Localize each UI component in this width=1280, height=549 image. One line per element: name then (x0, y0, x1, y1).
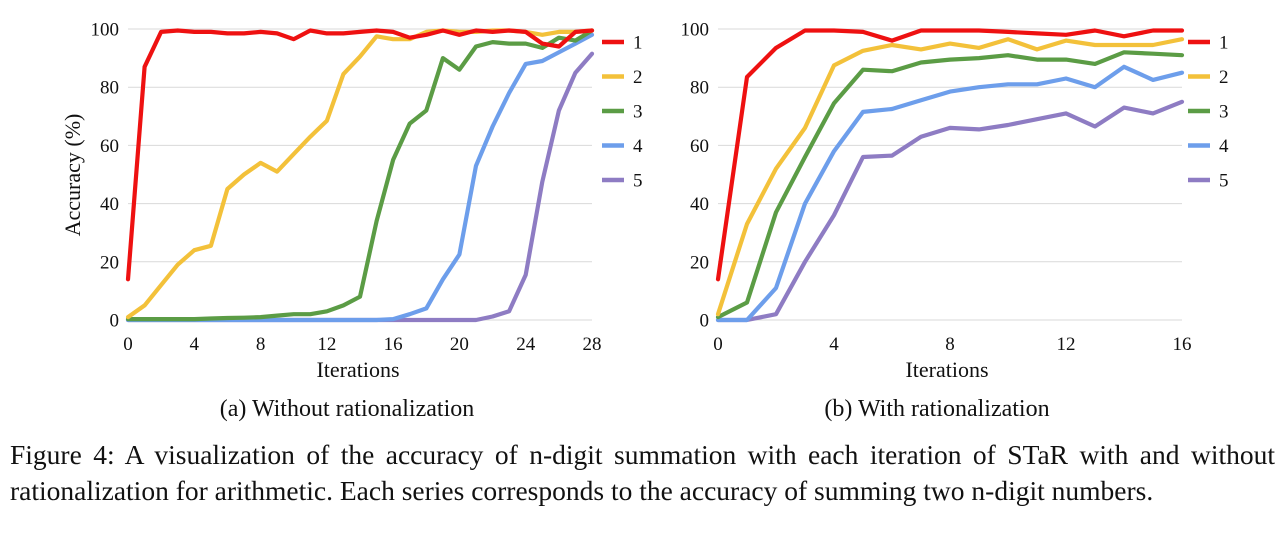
chart-b-series-1-line (715, 28, 1185, 282)
chart-b-series-5-line (715, 99, 1185, 323)
chart-a-xlabel: Iterations (316, 357, 399, 382)
chart-a-legend-label-3: 3 (633, 102, 643, 123)
chart-a-xtick-label: 20 (450, 334, 469, 355)
chart-a-legend-label-5: 5 (633, 171, 643, 192)
chart-b-xtick-label: 16 (1173, 334, 1192, 355)
chart-b-xtick-label: 12 (1057, 334, 1076, 355)
chart-b-ytick-label: 40 (690, 194, 709, 215)
caption-line-3: n-digit numbers. (971, 475, 1154, 506)
chart-b-legend-label-4: 4 (1219, 136, 1229, 157)
chart-b-legend-label-3: 3 (1219, 102, 1229, 123)
chart-b-xlabel: Iterations (905, 357, 988, 382)
chart-b-series-3-line (715, 50, 1185, 320)
chart-a-xtick-label: 0 (123, 334, 133, 355)
chart-a-ytick-label: 80 (100, 78, 119, 99)
chart-b-xtick-label: 8 (945, 334, 955, 355)
chart-b-legend-label-1: 1 (1219, 33, 1229, 54)
chart-b-xtick-label: 4 (829, 334, 839, 355)
chart-b-legend-label-5: 5 (1219, 171, 1229, 192)
caption-line-2: and without rationalization for arithmet… (10, 439, 1275, 506)
chart-a-legend-label-2: 2 (633, 67, 643, 88)
chart-a-ytick-label: 40 (100, 194, 119, 215)
chart-a-ytick-label: 100 (91, 20, 120, 41)
chart-without-rationalization: Accuracy (%) Iterations (a) Without rati… (60, 20, 643, 423)
chart-a-legend-label-4: 4 (633, 136, 643, 157)
chart-a-ylabel: Accuracy (%) (60, 114, 85, 237)
chart-b-series-2-line (715, 37, 1185, 317)
chart-with-rationalization: Iterations (b) With rationalization 0204… (681, 20, 1230, 423)
chart-b-caption: (b) With rationalization (824, 396, 1049, 422)
chart-a-xtick-label: 16 (384, 334, 403, 355)
chart-a-series-3-line (125, 28, 595, 322)
chart-b-ytick-label: 100 (681, 20, 710, 41)
chart-a-series-5-line (125, 51, 595, 323)
figure-caption: Figure 4: A visualization of the accurac… (10, 437, 1275, 509)
chart-b-ytick-label: 80 (690, 78, 709, 99)
chart-a-legend-label-1: 1 (633, 33, 643, 54)
chart-b-xtick-label: 0 (713, 334, 723, 355)
chart-b-legend-label-2: 2 (1219, 67, 1229, 88)
chart-a-ytick-label: 60 (100, 136, 119, 157)
chart-a-xtick-label: 28 (583, 334, 602, 355)
chart-b-ytick-label: 0 (700, 311, 710, 332)
chart-b-ytick-label: 20 (690, 252, 709, 273)
chart-a-ytick-label: 0 (110, 311, 120, 332)
chart-b-ytick-label: 60 (690, 136, 709, 157)
chart-a-ytick-label: 20 (100, 252, 119, 273)
chart-a-xtick-label: 24 (516, 334, 536, 355)
chart-b-series-4-line (715, 64, 1185, 323)
chart-a-caption: (a) Without rationalization (220, 396, 475, 422)
chart-a-xtick-label: 8 (256, 334, 266, 355)
caption-line-1: Figure 4: A visualization of the accurac… (10, 439, 1129, 470)
chart-a-series-1-line (125, 28, 595, 282)
figure-charts: Accuracy (%) Iterations (a) Without rati… (60, 20, 1230, 423)
chart-a-xtick-label: 4 (190, 334, 200, 355)
chart-a-xtick-label: 12 (317, 334, 336, 355)
